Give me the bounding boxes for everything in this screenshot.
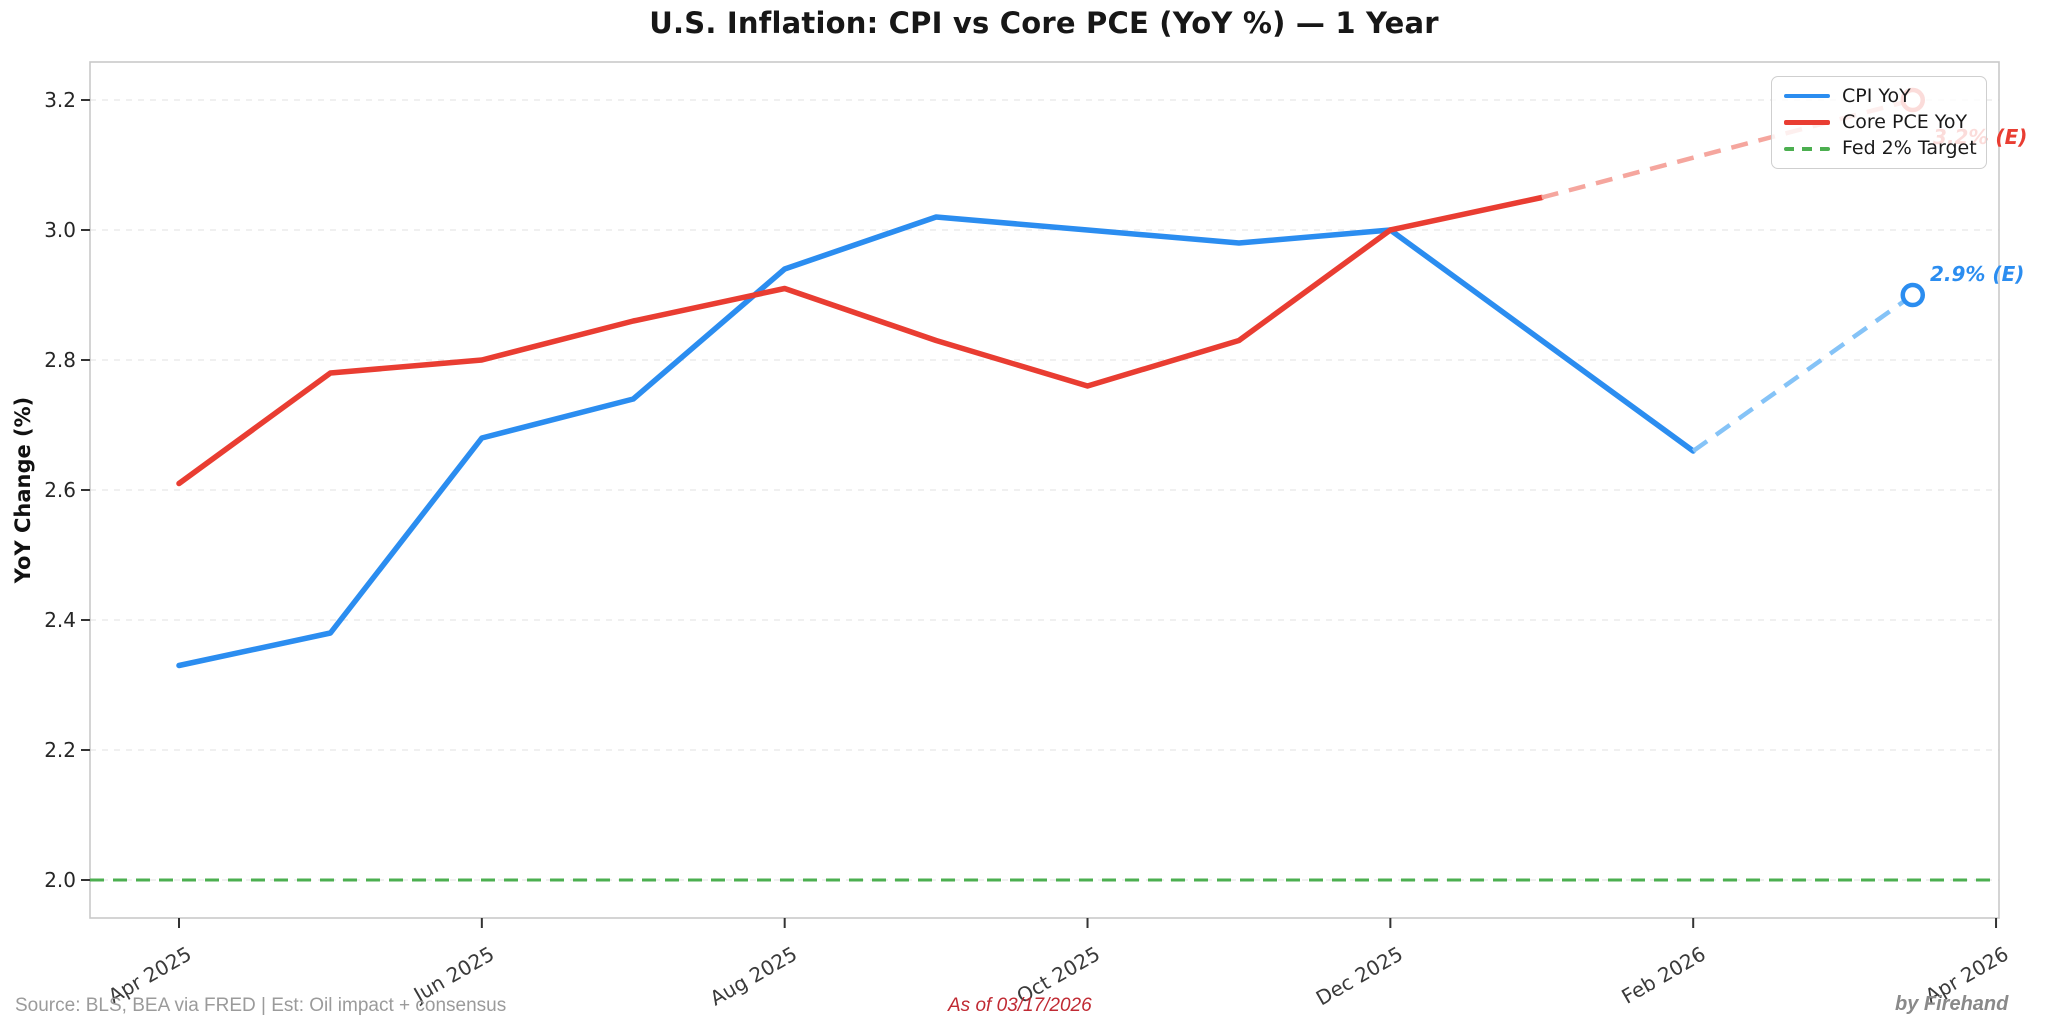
source-note: Source: BLS, BEA via FRED | Est: Oil imp… [15, 995, 507, 1016]
data-series [90, 87, 1999, 882]
pce-line [176, 194, 1545, 487]
chart-title: U.S. Inflation: CPI vs Core PCE (YoY %) … [649, 6, 1439, 40]
x-tick-label: Dec 2025 [1312, 942, 1407, 1011]
cpi-line-swatch [1784, 93, 1830, 99]
as-of-date: As of 03/17/2026 [948, 995, 1092, 1016]
legend-item-target: Fed 2% Target [1784, 136, 1977, 162]
credit-watermark: by Firehand [1895, 993, 2009, 1015]
target-line-swatch [1784, 146, 1830, 151]
y-tick-label: 2.6 [44, 478, 76, 502]
axis-ticks [81, 99, 1998, 928]
cpi-line [176, 214, 1696, 669]
y-tick-label: 2.8 [44, 348, 76, 372]
gridlines [90, 99, 1999, 881]
cpi-estimate-annotation: 2.9% (E) [1930, 262, 2024, 286]
pce-line-swatch [1784, 120, 1830, 125]
legend: CPI YoY Core PCE YoY Fed 2% Target [1771, 76, 1987, 169]
y-tick-label: 3.2 [44, 88, 76, 112]
cpi-estimate-marker [1900, 282, 1926, 308]
y-tick-label: 2.0 [44, 868, 76, 892]
x-tick-label: Aug 2025 [706, 942, 801, 1011]
legend-label: Fed 2% Target [1842, 137, 1977, 160]
legend-label: CPI YoY [1842, 84, 1911, 107]
legend-item-pce: Core PCE YoY [1784, 109, 1974, 135]
y-axis-label: YoY Change (%) [11, 397, 35, 585]
x-tick-label: Feb 2026 [1617, 942, 1709, 1009]
legend-item-cpi: CPI YoY [1784, 83, 1974, 109]
legend-label: Core PCE YoY [1842, 110, 1968, 133]
y-tick-label: 2.2 [44, 738, 76, 762]
y-tick-label: 2.4 [44, 608, 76, 632]
y-tick-label: 3.0 [44, 218, 76, 242]
cpi-estimate-dashed-line [1691, 293, 1915, 453]
